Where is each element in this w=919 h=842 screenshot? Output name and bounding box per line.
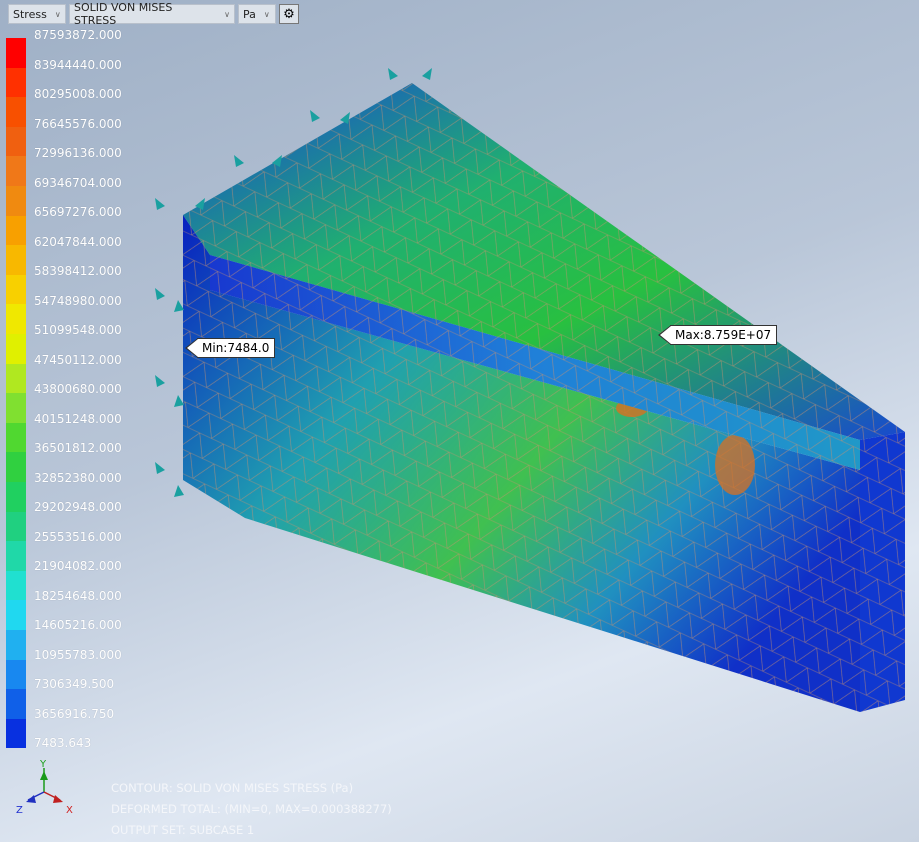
triad-x-label: X	[66, 805, 73, 816]
component-dropdown[interactable]: SOLID VON MISES STRESS ∨	[69, 1, 235, 27]
legend-swatch	[6, 541, 26, 571]
legend-label: 43800680.000	[34, 382, 122, 396]
legend-label: 47450112.000	[34, 352, 122, 367]
legend-label: 36501812.000	[34, 441, 122, 455]
legend-swatch	[6, 334, 26, 364]
top-face-mesh	[183, 83, 905, 440]
legend-swatch	[6, 689, 26, 719]
legend-swatch	[6, 67, 26, 98]
legend-swatch	[6, 600, 26, 630]
chevron-down-icon: ∨	[263, 9, 270, 19]
legend-swatch	[6, 245, 26, 275]
constraint-icon	[310, 110, 350, 124]
legend-swatch	[6, 274, 26, 305]
constraint-icon	[155, 288, 184, 312]
min-marker: Min:7484.0	[184, 338, 276, 358]
legend-label: 83944440.000	[34, 57, 122, 72]
chevron-down-icon: ∨	[224, 9, 230, 19]
legend-label: 54748980.000	[34, 293, 122, 308]
legend-swatch	[6, 393, 26, 423]
legend-swatch	[6, 38, 26, 68]
legend-label: 10955783.000	[34, 647, 122, 662]
legend-label: 58398412.000	[34, 264, 122, 278]
component-value: SOLID VON MISES STRESS	[74, 1, 173, 27]
result-type-dropdown[interactable]: Stress ∨	[8, 4, 66, 24]
legend-label: 65697276.000	[34, 205, 122, 219]
legend-swatch	[6, 422, 26, 453]
legend-label: 3656916.750	[34, 706, 115, 721]
legend-swatch	[6, 718, 26, 749]
legend-label: 69346704.000	[34, 175, 122, 190]
gear-icon[interactable]: ⚙	[279, 4, 299, 24]
constraint-markers	[155, 68, 432, 497]
unit-value: Pa	[243, 7, 256, 21]
legend-swatch	[6, 97, 26, 127]
constraint-icon	[155, 462, 184, 497]
legend-label: 51099548.000	[34, 323, 122, 337]
legend-label: 80295008.000	[34, 87, 122, 101]
triad: Y Z X	[16, 759, 73, 816]
result-toolbar: Stress ∨ SOLID VON MISES STRESS ∨ Pa ∨ ⚙	[8, 1, 299, 27]
legend-swatch	[6, 659, 26, 690]
unit-dropdown[interactable]: Pa ∨	[238, 4, 276, 24]
web-face-mesh	[183, 215, 860, 712]
triad-y-label: Y	[39, 759, 47, 770]
output-set-info: OUTPUT SET: SUBCASE 1	[111, 823, 255, 837]
legend-swatch	[6, 482, 26, 512]
legend-label: 29202948.000	[34, 500, 122, 514]
contour-info: CONTOUR: SOLID VON MISES STRESS (Pa)	[111, 781, 354, 795]
right-face-mesh	[860, 432, 905, 712]
legend-label: 32852380.000	[34, 470, 122, 485]
deformed-info: DEFORMED TOTAL: (MIN=0, MAX=0.000388277)	[111, 802, 392, 816]
legend-label: 76645576.000	[34, 116, 122, 131]
legend-label: 7306349.500	[34, 677, 115, 691]
legend-label: 87593872.000	[34, 28, 122, 42]
legend-label: 25553516.000	[34, 529, 122, 544]
legend-swatch	[6, 186, 26, 216]
legend-swatch	[6, 304, 26, 334]
legend-label: 40151248.000	[34, 411, 122, 426]
result-type-value: Stress	[13, 7, 47, 21]
max-marker: Max:8.759E+07	[657, 325, 778, 345]
legend-swatch	[6, 452, 26, 482]
legend-label: 18254648.000	[34, 588, 122, 603]
legend-label: 62047844.000	[34, 234, 122, 249]
legend-swatch	[6, 126, 26, 157]
mesh-model	[183, 83, 905, 712]
legend-swatch	[6, 630, 26, 660]
legend-swatch	[6, 215, 26, 246]
legend-swatch	[6, 363, 26, 394]
triad-z-label: Z	[16, 805, 23, 816]
legend-swatch	[6, 156, 26, 186]
constraint-icon	[155, 375, 184, 407]
plate-front-mesh	[210, 255, 860, 470]
chevron-down-icon: ∨	[54, 9, 61, 19]
legend-label: 7483.643	[34, 736, 92, 750]
z-axis-icon	[26, 795, 36, 803]
y-axis-icon	[40, 771, 48, 780]
legend-label: 14605216.000	[34, 618, 122, 632]
legend-label: 72996136.000	[34, 146, 122, 160]
legend-swatch	[6, 570, 26, 601]
legend-swatch	[6, 511, 26, 542]
x-axis-icon	[53, 795, 63, 803]
legend-label: 21904082.000	[34, 559, 122, 573]
constraint-icon	[388, 68, 432, 80]
hotspot	[715, 435, 755, 495]
